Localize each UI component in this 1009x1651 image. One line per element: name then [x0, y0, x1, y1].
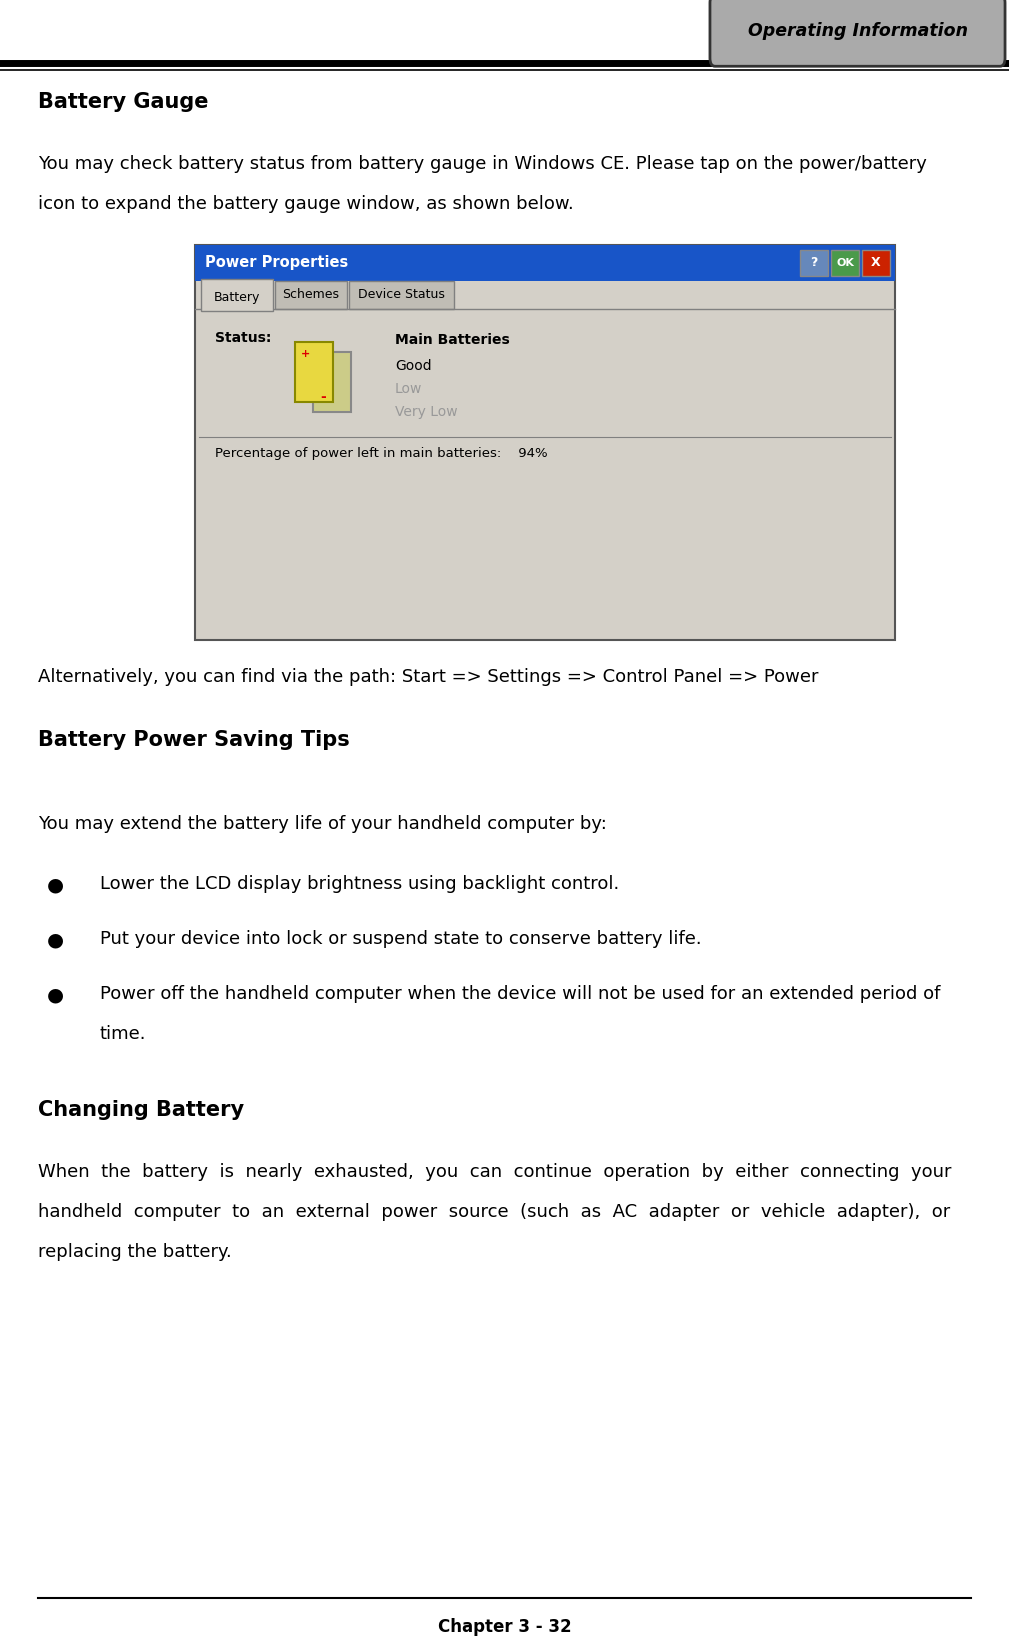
Text: Battery Power Saving Tips: Battery Power Saving Tips: [38, 730, 350, 750]
Bar: [295, 342, 333, 401]
Bar: [275, 281, 347, 309]
Text: Put your device into lock or suspend state to conserve battery life.: Put your device into lock or suspend sta…: [100, 930, 701, 948]
Text: Changing Battery: Changing Battery: [38, 1100, 244, 1119]
Text: ●: ●: [46, 986, 64, 1004]
Text: replacing the battery.: replacing the battery.: [38, 1243, 232, 1261]
Bar: [349, 281, 454, 309]
Text: X: X: [871, 256, 881, 269]
Bar: [195, 244, 895, 641]
Text: You may extend the battery life of your handheld computer by:: You may extend the battery life of your …: [38, 816, 606, 834]
Text: OK: OK: [836, 258, 854, 267]
Text: Main Batteries: Main Batteries: [395, 334, 510, 347]
Text: You may check battery status from battery gauge in Windows CE. Please tap on the: You may check battery status from batter…: [38, 155, 927, 173]
Text: Operating Information: Operating Information: [748, 21, 968, 40]
Bar: [831, 249, 859, 276]
Text: Status:: Status:: [215, 330, 271, 345]
Bar: [313, 352, 351, 413]
Bar: [201, 279, 273, 310]
Text: ?: ?: [810, 256, 817, 269]
Text: Schemes: Schemes: [283, 289, 339, 302]
Bar: [862, 249, 890, 276]
Text: Low: Low: [395, 381, 423, 396]
Text: -: -: [320, 390, 326, 404]
Bar: [800, 249, 828, 276]
Bar: [195, 244, 895, 281]
Text: Lower the LCD display brightness using backlight control.: Lower the LCD display brightness using b…: [100, 875, 620, 893]
Text: time.: time.: [100, 1025, 146, 1043]
Text: Power off the handheld computer when the device will not be used for an extended: Power off the handheld computer when the…: [100, 986, 940, 1004]
Text: Alternatively, you can find via the path: Start => Settings => Control Panel => : Alternatively, you can find via the path…: [38, 669, 818, 687]
Text: Very Low: Very Low: [395, 404, 458, 419]
Text: Battery Gauge: Battery Gauge: [38, 92, 209, 112]
Text: Battery: Battery: [214, 291, 260, 304]
FancyBboxPatch shape: [710, 0, 1005, 66]
Text: When  the  battery  is  nearly  exhausted,  you  can  continue  operation  by  e: When the battery is nearly exhausted, yo…: [38, 1162, 951, 1180]
Text: Good: Good: [395, 358, 432, 373]
Text: Percentage of power left in main batteries:    94%: Percentage of power left in main batteri…: [215, 447, 548, 461]
Text: ●: ●: [46, 930, 64, 949]
Text: handheld  computer  to  an  external  power  source  (such  as  AC  adapter  or : handheld computer to an external power s…: [38, 1204, 950, 1222]
Text: Device Status: Device Status: [358, 289, 445, 302]
Text: +: +: [301, 348, 310, 358]
Text: ●: ●: [46, 875, 64, 893]
Text: Chapter 3 - 32: Chapter 3 - 32: [438, 1618, 571, 1636]
Text: icon to expand the battery gauge window, as shown below.: icon to expand the battery gauge window,…: [38, 195, 574, 213]
Text: Power Properties: Power Properties: [205, 256, 348, 271]
